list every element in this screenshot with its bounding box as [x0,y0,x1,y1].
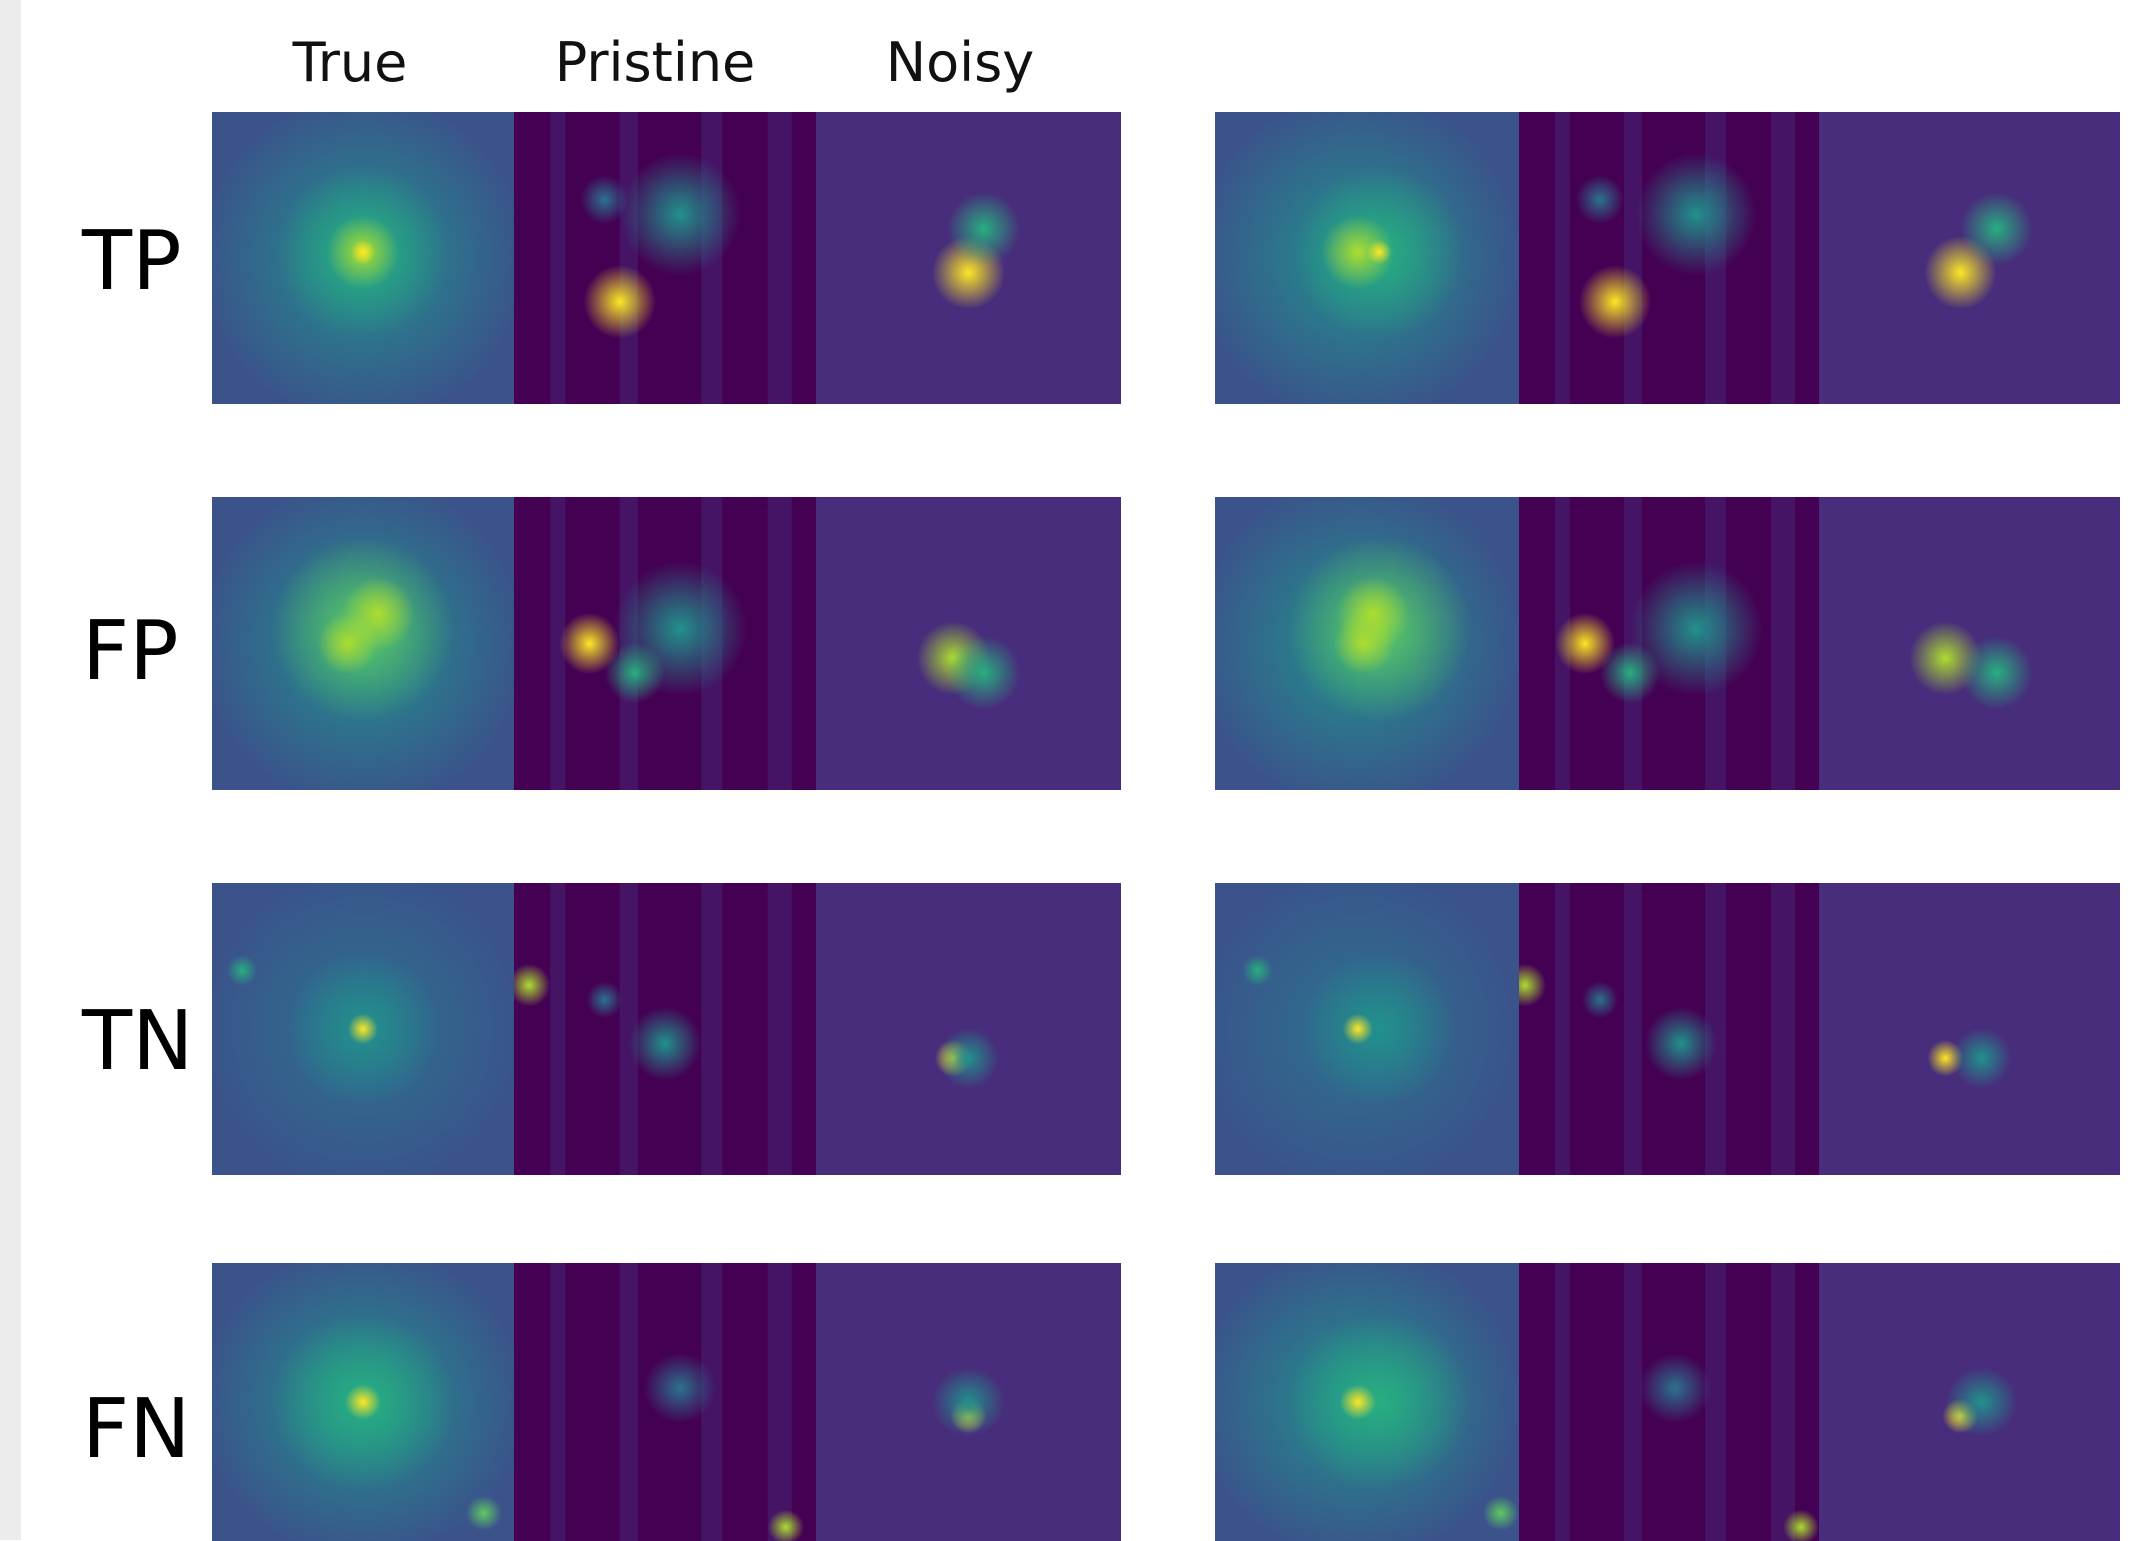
panel-tp-pristine-1 [514,112,816,404]
row-label-fp: FP [82,604,179,699]
panel-fp-pristine-1 [514,497,816,790]
column-header-pristine: Pristine [554,31,756,94]
panel-tp-noisy-1 [816,112,1121,404]
left-margin-strip [0,0,21,1540]
panel-tn-pristine-2 [1519,883,1819,1175]
panel-tp-pristine-2 [1519,112,1819,404]
panel-tn-noisy-1 [816,883,1121,1175]
column-header-noisy: Noisy [885,31,1035,94]
panel-fn-pristine-1 [514,1263,816,1541]
panel-fn-true-1 [212,1263,514,1541]
panel-fp-noisy-2 [1819,497,2120,790]
row-label-fn: FN [82,1382,191,1477]
panel-fn-pristine-2 [1519,1263,1819,1541]
panel-tp-true-2 [1215,112,1519,404]
row-label-tp: TP [82,214,182,309]
panel-fp-pristine-2 [1519,497,1819,790]
panel-fp-true-2 [1215,497,1519,790]
panel-fn-true-2 [1215,1263,1519,1541]
column-header-true: True [292,31,408,94]
panel-tp-noisy-2 [1819,112,2120,404]
panel-fn-noisy-1 [816,1263,1121,1541]
panel-tn-true-1 [212,883,514,1175]
panel-fp-true-1 [212,497,514,790]
panel-tn-noisy-2 [1819,883,2120,1175]
panel-tp-true-1 [212,112,514,404]
panel-tn-true-2 [1215,883,1519,1175]
panel-tn-pristine-1 [514,883,816,1175]
panel-fn-noisy-2 [1819,1263,2120,1541]
panel-fp-noisy-1 [816,497,1121,790]
row-label-tn: TN [82,994,194,1089]
